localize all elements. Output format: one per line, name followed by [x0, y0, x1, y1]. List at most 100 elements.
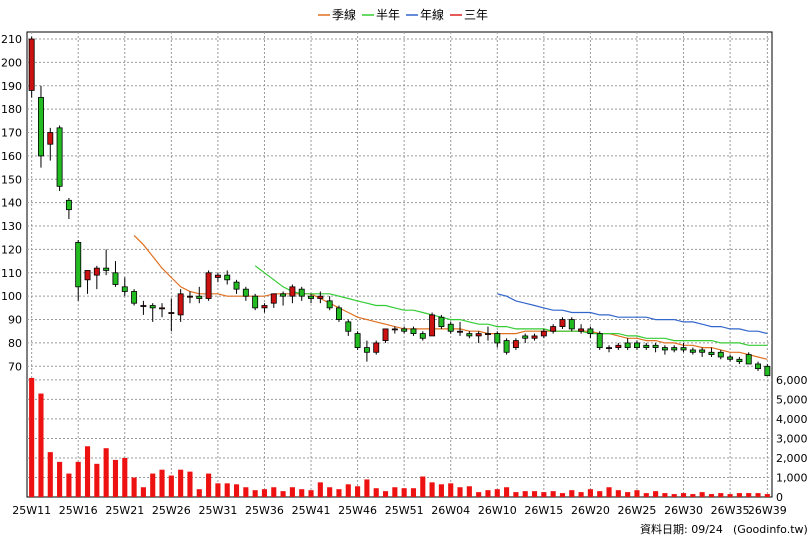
candle-body — [596, 333, 603, 349]
volume-bar — [140, 487, 146, 497]
volume-bar — [94, 463, 100, 497]
volume-bar — [336, 489, 342, 497]
volume-bar — [457, 487, 463, 497]
candle-body — [336, 307, 342, 320]
time-tick-label: 25W11 — [12, 504, 51, 517]
volume-bar — [708, 494, 715, 497]
candle-body — [112, 272, 119, 285]
candle-body — [391, 328, 398, 331]
candle-body — [485, 333, 491, 335]
candle-body — [121, 286, 128, 292]
candle-body — [559, 319, 566, 327]
candle-body — [308, 295, 314, 299]
volume-bar — [345, 484, 351, 497]
volume-tick-label: 0 — [776, 491, 783, 504]
candle-body — [382, 328, 389, 341]
candle-body — [764, 365, 771, 377]
volume-bar — [112, 459, 119, 497]
volume-bar — [401, 488, 407, 497]
candle-body — [196, 295, 203, 299]
volume-bar — [755, 493, 761, 497]
volume-bar — [327, 487, 333, 497]
volume-bar — [569, 490, 575, 497]
candle-body — [224, 274, 231, 281]
time-tick-label: 25W21 — [105, 504, 144, 517]
volume-bar — [317, 482, 323, 497]
volume-bar — [103, 448, 109, 497]
candle-body — [252, 295, 259, 309]
candle-body — [317, 295, 324, 299]
volume-bar — [634, 490, 640, 497]
candle-body — [540, 330, 547, 337]
candle-body — [289, 286, 296, 297]
legend-label: 三年 — [464, 8, 488, 22]
volume-bar — [550, 491, 556, 497]
candle-body — [28, 38, 35, 91]
candle-body — [466, 333, 473, 337]
volume-bar — [299, 489, 305, 497]
candle-body — [475, 333, 482, 337]
candle-body — [401, 328, 408, 332]
volume-bar — [420, 476, 426, 497]
volume-bar — [653, 491, 659, 497]
volume-bar — [578, 492, 584, 497]
volume-bar — [178, 469, 184, 497]
volume-bar — [215, 483, 221, 497]
price-tick-label: 100 — [1, 290, 22, 303]
volume-bar — [150, 473, 156, 497]
candle-body — [447, 323, 454, 332]
candle-body — [363, 347, 370, 353]
candle-body — [373, 342, 380, 353]
volume-bar — [47, 452, 53, 497]
candle-body — [606, 347, 612, 350]
volume-bar — [289, 487, 295, 497]
candle-body — [429, 314, 436, 337]
data-source-label: (Goodinfo.tw) — [733, 523, 808, 536]
volume-bar — [280, 491, 286, 497]
time-tick-label: 26W30 — [664, 504, 703, 517]
price-tick-label: 180 — [1, 103, 22, 116]
plot-area — [26, 31, 773, 498]
volume-bar — [476, 492, 482, 497]
candlesticks — [28, 36, 771, 377]
volume-bar — [680, 493, 687, 497]
time-tick-label: 25W36 — [245, 504, 284, 517]
candle-body — [568, 319, 575, 330]
volume-bar — [206, 473, 212, 497]
candle-body — [410, 328, 417, 334]
candle-body — [745, 354, 752, 365]
volume-bar — [504, 487, 510, 497]
volume-bar — [541, 492, 547, 497]
candle-body — [131, 291, 138, 304]
time-tick-label: 26W20 — [571, 504, 610, 517]
chart-legend: 季線 半年 年線 三年 — [318, 7, 488, 22]
volume-bar — [131, 477, 137, 497]
volume-bar — [57, 461, 63, 497]
volume-bar — [355, 486, 361, 497]
candle-body — [242, 288, 249, 297]
candle-body — [736, 358, 743, 363]
candle-body — [168, 312, 175, 314]
candle-body — [159, 307, 165, 310]
volume-tick-label: 2,000 — [776, 452, 808, 465]
volume-bar — [75, 461, 81, 497]
volume-bar — [410, 488, 417, 497]
volume-bar — [746, 493, 752, 497]
volume-bar — [597, 491, 603, 497]
candle-body — [214, 274, 221, 278]
candle-body — [326, 300, 333, 309]
price-tick-label: 110 — [1, 267, 22, 280]
candle-body — [75, 242, 82, 288]
volume-bar — [187, 471, 193, 497]
legend-label: 季線 — [332, 7, 356, 22]
candle-body — [56, 127, 63, 187]
candle-body — [65, 199, 72, 211]
candle-body — [47, 132, 54, 145]
volume-bar — [494, 489, 500, 497]
price-tick-label: 160 — [1, 150, 22, 163]
price-tick-label: 130 — [1, 220, 22, 233]
time-tick-label: 26W25 — [618, 504, 657, 517]
candle-body — [103, 267, 110, 271]
volume-bar — [643, 493, 649, 497]
